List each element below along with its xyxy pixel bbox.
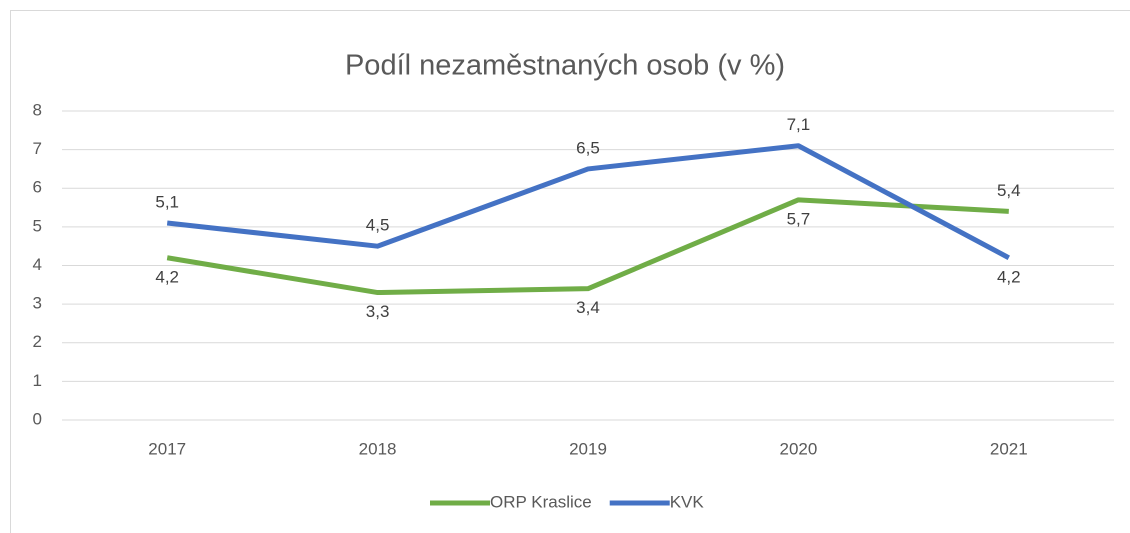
x-tick-label: 2020 [779, 439, 817, 458]
data-label: 4,5 [366, 216, 390, 235]
y-tick-label: 4 [33, 255, 42, 274]
y-tick-label: 5 [33, 216, 42, 235]
y-tick-label: 8 [33, 100, 42, 119]
data-label: 5,7 [787, 209, 811, 228]
data-label: 5,1 [155, 192, 179, 211]
x-tick-label: 2021 [990, 439, 1028, 458]
y-tick-label: 7 [33, 139, 42, 158]
data-label: 7,1 [787, 115, 811, 134]
line-series [166, 197, 1009, 296]
chart-frame [10, 10, 1130, 533]
y-tick-label: 0 [33, 409, 42, 428]
data-label: 4,2 [997, 267, 1021, 286]
data-label: 6,5 [576, 138, 600, 157]
y-tick-label: 2 [33, 332, 42, 351]
x-tick-label: 2018 [359, 439, 397, 458]
y-tick-label: 3 [33, 294, 42, 313]
line-series [166, 143, 1010, 260]
data-label: 3,4 [576, 298, 600, 317]
data-label: 4,2 [155, 267, 179, 286]
legend-label: ORP Kraslice [490, 492, 592, 511]
data-label: 3,3 [366, 302, 390, 321]
chart-title: Podíl nezaměstnaných osob (v %) [345, 50, 785, 82]
legend-label: KVK [670, 492, 705, 511]
y-tick-label: 6 [33, 178, 42, 197]
x-tick-label: 2017 [148, 439, 186, 458]
x-tick-label: 2019 [569, 439, 607, 458]
data-label: 5,4 [997, 181, 1021, 200]
y-tick-label: 1 [33, 371, 42, 390]
